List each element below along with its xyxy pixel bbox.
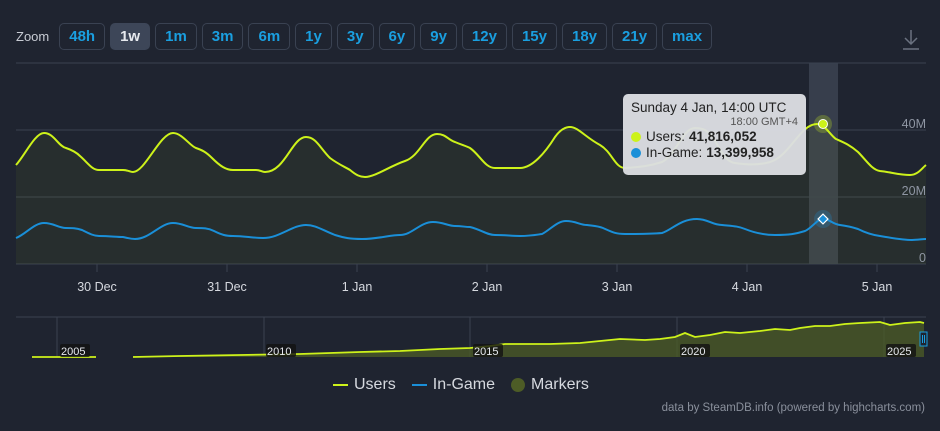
y-label-40m: 40M bbox=[902, 117, 926, 131]
navigator-year-2010: 2010 bbox=[267, 346, 291, 358]
legend-users-label: Users bbox=[354, 376, 396, 393]
x-label-1-jan: 1 Jan bbox=[342, 280, 373, 294]
zoom-9y-button[interactable]: 9y bbox=[420, 23, 457, 50]
download-button[interactable] bbox=[900, 28, 922, 52]
zoom-48h-button[interactable]: 48h bbox=[59, 23, 106, 50]
tooltip-subtitle: 18:00 GMT+4 bbox=[730, 116, 798, 128]
ingame-hover-marker[interactable] bbox=[817, 213, 829, 225]
zoom-6m-button[interactable]: 6m bbox=[248, 23, 291, 50]
x-label-2-jan: 2 Jan bbox=[472, 280, 503, 294]
tooltip-ingame-label: In-Game: bbox=[646, 145, 703, 160]
navigator-handle[interactable] bbox=[919, 331, 928, 347]
tooltip-title: Sunday 4 Jan, 14:00 UTC bbox=[631, 100, 787, 115]
legend-ingame-label: In-Game bbox=[432, 376, 496, 393]
legend-item-users[interactable]: Users bbox=[333, 376, 396, 394]
tooltip-users-value: 41,816,052 bbox=[689, 129, 757, 144]
hover-tooltip: Sunday 4 Jan, 14:00 UTC 18:00 GMT+4 User… bbox=[623, 94, 806, 175]
tooltip-row-users: Users: 41,816,052 bbox=[631, 129, 798, 144]
x-label-31-dec: 31 Dec bbox=[207, 280, 247, 294]
zoom-6y-button[interactable]: 6y bbox=[378, 23, 416, 50]
navigator[interactable]: 2005 2010 2015 2020 2025 bbox=[16, 316, 928, 358]
chart-legend: Users In-Game Markers bbox=[333, 376, 589, 394]
zoom-15y-button[interactable]: 15y bbox=[511, 23, 557, 50]
zoom-1m-button[interactable]: 1m bbox=[155, 23, 197, 50]
users-line-icon bbox=[333, 384, 348, 386]
zoom-12y-button[interactable]: 12y bbox=[461, 23, 507, 50]
zoom-21y-button[interactable]: 21y bbox=[612, 23, 658, 50]
zoom-1w-button[interactable]: 1w bbox=[110, 23, 151, 50]
navigator-year-2020: 2020 bbox=[681, 346, 705, 358]
x-label-4-jan: 4 Jan bbox=[732, 280, 763, 294]
legend-markers-label: Markers bbox=[531, 376, 589, 393]
hover-highlight-band bbox=[809, 63, 838, 264]
zoom-label: Zoom bbox=[16, 29, 50, 44]
zoom-range-selector: Zoom 48h 1w 1m 3m 6m 1y 3y 6y 9y 12y 15y… bbox=[16, 22, 713, 51]
chart-credits[interactable]: data by SteamDB.info (powered by highcha… bbox=[661, 402, 925, 414]
ingame-dot-icon bbox=[631, 147, 641, 158]
ingame-series-line[interactable] bbox=[15, 217, 927, 242]
markers-dot-icon bbox=[511, 378, 526, 392]
tooltip-ingame-value: 13,399,958 bbox=[706, 145, 774, 160]
navigator-area bbox=[133, 322, 924, 357]
users-dot-icon bbox=[631, 131, 641, 142]
zoom-1y-button[interactable]: 1y bbox=[295, 23, 332, 50]
ingame-line-icon bbox=[411, 384, 427, 386]
zoom-18y-button[interactable]: 18y bbox=[561, 23, 608, 50]
zoom-max-button[interactable]: max bbox=[662, 23, 713, 50]
y-label-20m: 20M bbox=[902, 184, 926, 198]
download-icon bbox=[903, 30, 919, 50]
legend-item-markers[interactable]: Markers bbox=[511, 376, 589, 394]
x-label-5-jan: 5 Jan bbox=[862, 280, 893, 294]
navigator-year-2005: 2005 bbox=[61, 346, 85, 358]
tooltip-row-ingame: In-Game: 13,399,958 bbox=[631, 145, 798, 160]
x-label-30-dec: 30 Dec bbox=[77, 280, 117, 294]
x-axis: 30 Dec 31 Dec 1 Jan 2 Jan 3 Jan 4 Jan 5 … bbox=[77, 264, 892, 294]
navigator-year-2015: 2015 bbox=[474, 346, 498, 358]
navigator-year-2025: 2025 bbox=[887, 346, 911, 358]
users-hover-marker[interactable] bbox=[818, 119, 828, 129]
tooltip-users-label: Users: bbox=[646, 129, 686, 144]
y-label-0: 0 bbox=[919, 251, 926, 265]
x-label-3-jan: 3 Jan bbox=[602, 280, 633, 294]
legend-item-ingame[interactable]: In-Game bbox=[411, 376, 496, 394]
zoom-3m-button[interactable]: 3m bbox=[201, 23, 244, 50]
zoom-3y-button[interactable]: 3y bbox=[336, 23, 374, 50]
